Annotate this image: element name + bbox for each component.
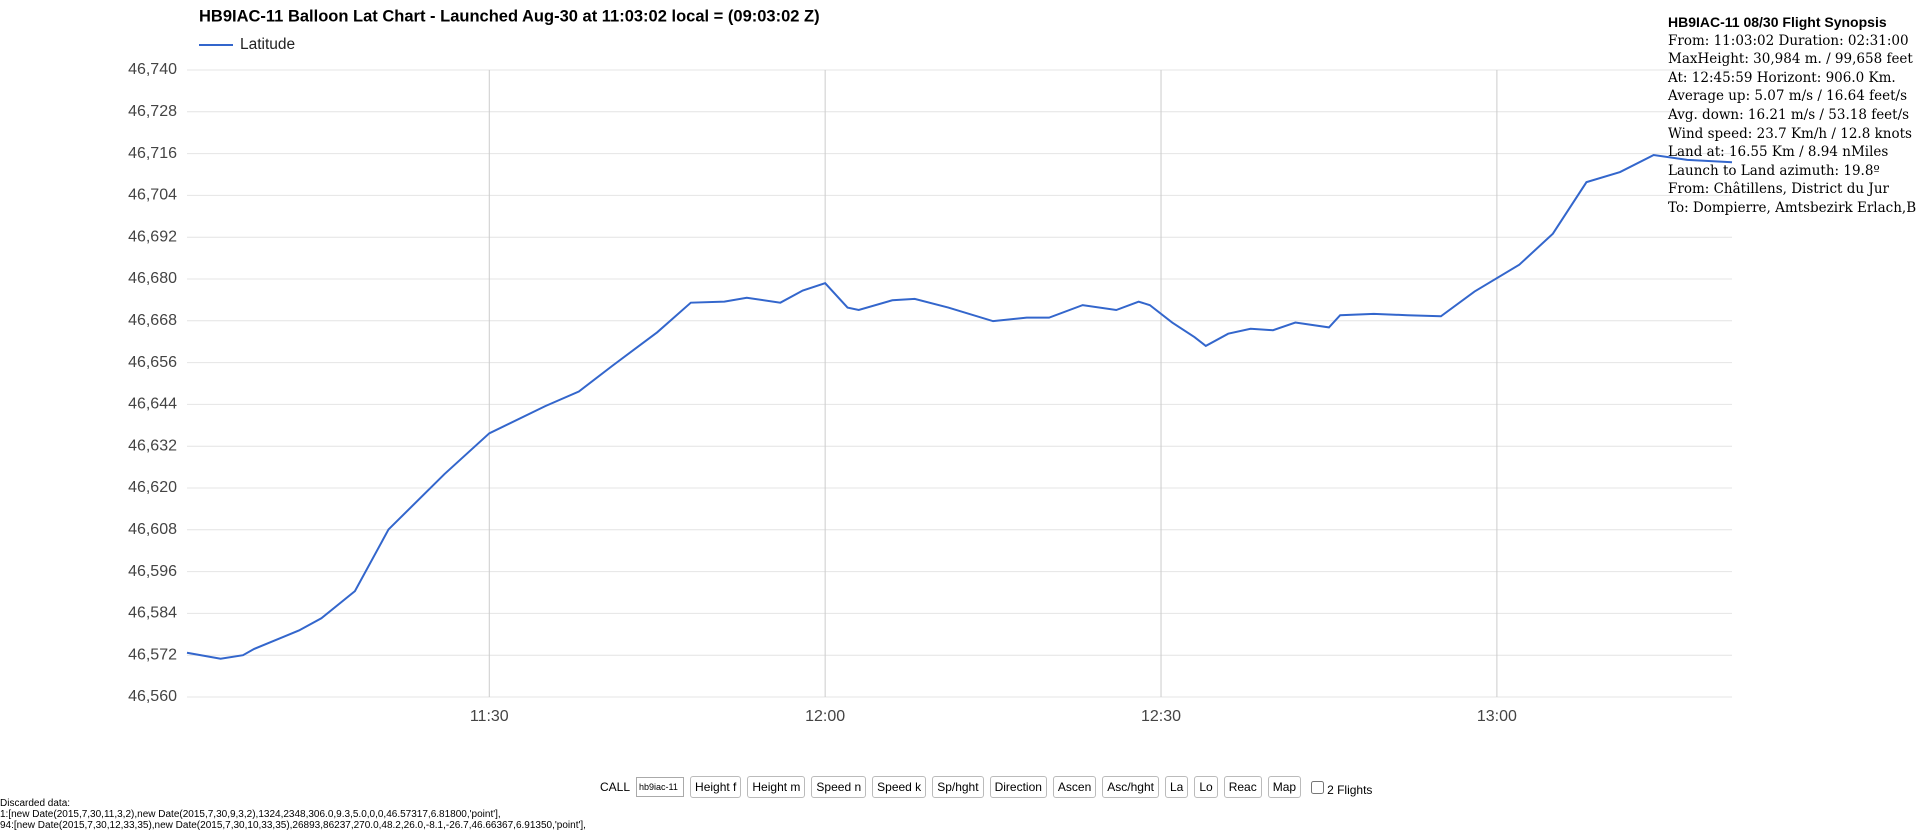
- legend-label: Latitude: [240, 36, 295, 53]
- y-tick-label: 46,632: [128, 437, 177, 454]
- control-button[interactable]: Map: [1267, 776, 1302, 798]
- call-label: CALL: [600, 780, 631, 794]
- control-button[interactable]: Ascen: [1052, 776, 1097, 798]
- synopsis-line: At: 12:45:59 Horizont: 906.0 Km.: [1668, 69, 1896, 86]
- y-tick-label: 46,596: [128, 563, 177, 580]
- synopsis-line: Land at: 16.55 Km / 8.94 nMiles: [1668, 144, 1889, 161]
- y-tick-label: 46,572: [128, 646, 177, 663]
- y-tick-label: 46,644: [128, 396, 177, 413]
- x-tick-label: 12:30: [1141, 708, 1181, 725]
- chart: HB9IAC-11 Balloon Lat Chart - Launched A…: [128, 7, 1733, 725]
- synopsis-line: MaxHeight: 30,984 m. / 99,658 feet: [1668, 51, 1913, 68]
- synopsis-line: From: 11:03:02 Duration: 02:31:00: [1668, 32, 1909, 49]
- y-tick-label: 46,608: [128, 521, 177, 538]
- y-tick-label: 46,692: [128, 228, 177, 245]
- synopsis-line: Average up: 5.07 m/s / 16.64 feet/s: [1668, 88, 1907, 105]
- y-tick-label: 46,584: [128, 605, 177, 622]
- synopsis-line: Launch to Land azimuth: 19.8º: [1668, 162, 1880, 179]
- discarded-title: Discarded data:: [0, 798, 71, 809]
- control-button[interactable]: Height m: [747, 776, 806, 798]
- flights-toggle[interactable]: 2 Flights: [1307, 778, 1372, 797]
- synopsis: HB9IAC-11 08/30 Flight Synopsis From: 11…: [1668, 13, 1916, 218]
- y-tick-label: 46,560: [128, 688, 177, 705]
- control-button[interactable]: Speed n: [811, 776, 867, 798]
- y-tick-label: 46,704: [128, 187, 177, 204]
- discarded-line: 1:[new Date(2015,7,30,11,3,2),new Date(2…: [0, 809, 501, 820]
- control-button[interactable]: Height f: [690, 776, 742, 798]
- control-button[interactable]: Reac: [1223, 776, 1262, 798]
- flights-label: 2 Flights: [1327, 782, 1373, 797]
- x-tick-label: 12:00: [805, 708, 845, 725]
- x-tick-label: 11:30: [470, 708, 509, 725]
- y-tick-label: 46,620: [128, 479, 177, 496]
- y-tick-label: 46,680: [128, 270, 177, 287]
- y-tick-label: 46,668: [128, 312, 177, 329]
- control-button[interactable]: Direction: [989, 776, 1047, 798]
- synopsis-line: To: Dompierre, Amtsbezirk Erlach,B: [1668, 199, 1917, 216]
- control-button[interactable]: Sp/hght: [932, 776, 984, 798]
- control-button[interactable]: Lo: [1194, 776, 1218, 798]
- y-tick-label: 46,728: [128, 103, 177, 120]
- x-tick-label: 13:00: [1477, 708, 1517, 725]
- data-line: [186, 153, 1733, 660]
- control-button[interactable]: La: [1164, 776, 1189, 798]
- y-tick-label: 46,716: [128, 145, 177, 162]
- control-button[interactable]: Asc/hght: [1102, 776, 1159, 798]
- synopsis-line: From: Châtillens, District du Jur: [1668, 181, 1889, 198]
- synopsis-line: Wind speed: 23.7 Km/h / 12.8 knots: [1668, 125, 1912, 142]
- y-tick-label: 46,740: [128, 61, 177, 78]
- chart-title: HB9IAC-11 Balloon Lat Chart - Launched A…: [199, 7, 820, 25]
- discarded-data: Discarded data: 1:[new Date(2015,7,30,11…: [0, 798, 586, 831]
- synopsis-title: HB9IAC-11 08/30 Flight Synopsis: [1668, 14, 1887, 30]
- synopsis-line: Avg. down: 16.21 m/s / 53.18 feet/s: [1668, 106, 1910, 123]
- flights-checkbox[interactable]: [1311, 780, 1325, 794]
- call-input[interactable]: [636, 777, 685, 797]
- y-tick-label: 46,656: [128, 354, 177, 371]
- discarded-line: 94:[new Date(2015,7,30,12,33,35),new Dat…: [0, 820, 586, 831]
- control-button[interactable]: Speed k: [872, 776, 927, 798]
